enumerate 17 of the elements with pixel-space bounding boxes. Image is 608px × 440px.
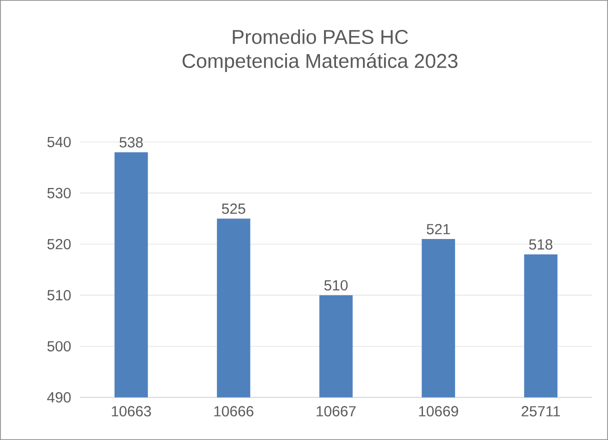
data-label: 538 [120,137,143,148]
x-tick-label: 10669 [419,406,458,416]
y-tick-label: 490 [47,392,71,403]
x-tick-label: 10663 [112,406,151,416]
data-label: 510 [324,280,348,290]
data-label: 518 [529,239,552,250]
chart-title: Promedio PAES HC Competencia Matemática 2023 [182,29,458,72]
data-label: 525 [222,204,246,214]
x-tick-label: 10666 [214,406,254,416]
y-tick-label: 510 [47,290,71,300]
y-tick-label: 500 [47,341,71,352]
x-tick-label: 10667 [316,406,356,416]
x-tick-label: 25711 [522,406,560,416]
y-tick-label: 520 [47,238,71,250]
y-tick-label: 530 [47,188,71,198]
y-tick-label: 540 [47,136,71,148]
data-label: 521 [426,224,450,234]
